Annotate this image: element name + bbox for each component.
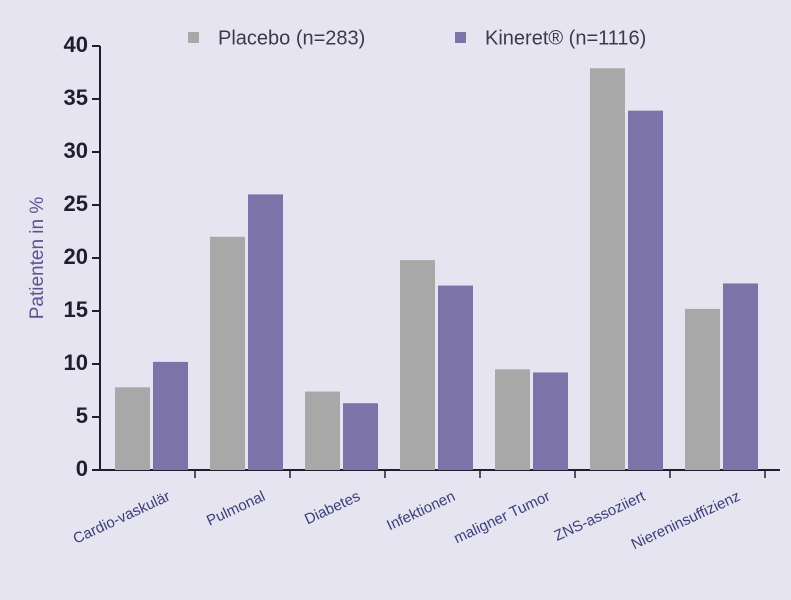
y-tick-label: 0 — [76, 456, 88, 481]
bar — [438, 285, 473, 470]
y-axis-label: Patienten in % — [27, 197, 48, 320]
bar — [305, 391, 340, 470]
legend-label: Kineret® (n=1116) — [485, 27, 646, 49]
legend-swatch — [188, 32, 199, 43]
legend-swatch — [455, 32, 466, 43]
legend-label: Placebo (n=283) — [218, 27, 365, 49]
y-tick-label: 5 — [76, 403, 88, 428]
bar — [115, 387, 150, 470]
y-tick-label: 30 — [64, 138, 88, 163]
bar — [533, 372, 568, 470]
y-tick-label: 35 — [64, 85, 88, 110]
y-tick-label: 25 — [64, 191, 88, 216]
bar — [400, 260, 435, 470]
bar — [248, 194, 283, 470]
bar — [153, 361, 188, 470]
bar — [495, 369, 530, 470]
bar — [685, 308, 720, 470]
y-tick-label: 20 — [64, 244, 88, 269]
bar — [590, 68, 625, 470]
bar — [723, 283, 758, 470]
y-tick-label: 40 — [64, 32, 88, 57]
bar — [628, 110, 663, 470]
y-tick-label: 15 — [64, 297, 88, 322]
bar — [343, 403, 378, 470]
bar — [210, 236, 245, 470]
y-tick-label: 10 — [64, 350, 88, 375]
